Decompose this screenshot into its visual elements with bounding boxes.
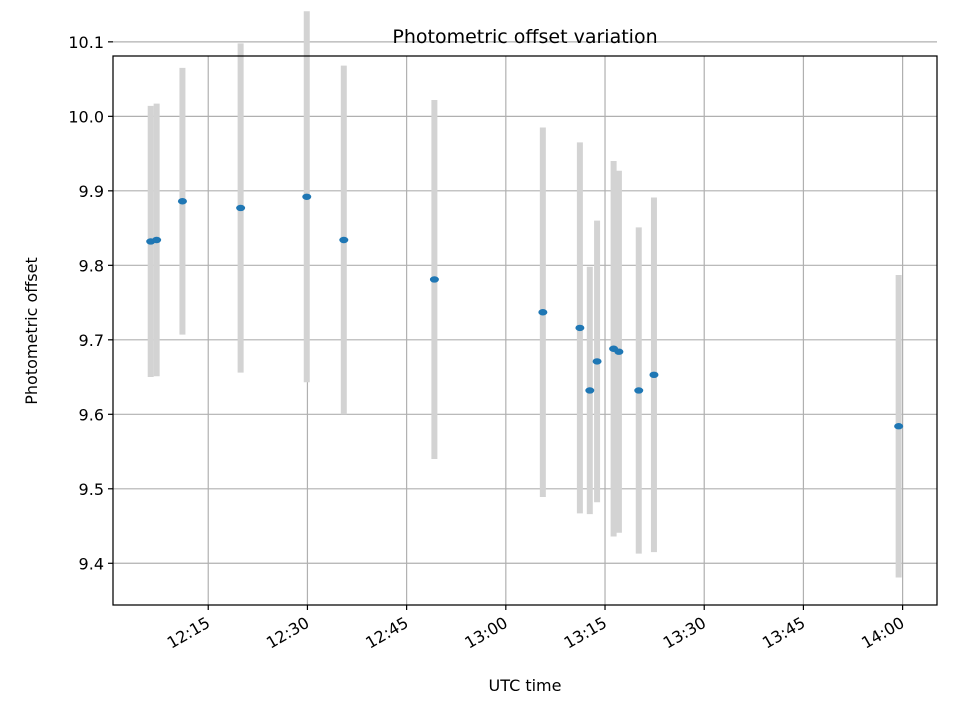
- data-point: [538, 309, 548, 316]
- data-point: [585, 387, 595, 394]
- chart-title: Photometric offset variation: [392, 26, 657, 48]
- data-point: [339, 236, 349, 244]
- data-point: [649, 371, 659, 379]
- data-point: [302, 193, 312, 200]
- x-axis-label: UTC time: [489, 676, 562, 695]
- data-point: [429, 276, 439, 283]
- y-tick-label: 10.1: [68, 33, 104, 52]
- y-tick-label: 9.5: [79, 480, 104, 499]
- plot-frame: [112, 55, 938, 606]
- data-point: [236, 204, 246, 212]
- y-axis-label: Photometric offset: [22, 257, 41, 405]
- grid-layer: [113, 41, 937, 605]
- data-point: [634, 387, 644, 394]
- y-tick-label: 9.6: [79, 405, 104, 424]
- data-point: [177, 198, 187, 205]
- data-point: [614, 348, 624, 355]
- data-point: [152, 236, 162, 244]
- y-tick-label: 9.8: [79, 256, 104, 275]
- y-tick-label: 9.7: [79, 331, 104, 350]
- point-layer: [146, 193, 904, 430]
- y-tick-label: 9.4: [79, 554, 104, 573]
- data-point: [592, 358, 602, 365]
- data-point: [575, 324, 585, 332]
- y-tick-label: 9.9: [79, 182, 104, 201]
- data-point: [894, 423, 904, 430]
- y-tick-layer: 9.4 9.5 9.6 9.7 9.8 9.9 10.0 10.1: [68, 33, 113, 573]
- y-tick-label: 10.0: [68, 107, 104, 126]
